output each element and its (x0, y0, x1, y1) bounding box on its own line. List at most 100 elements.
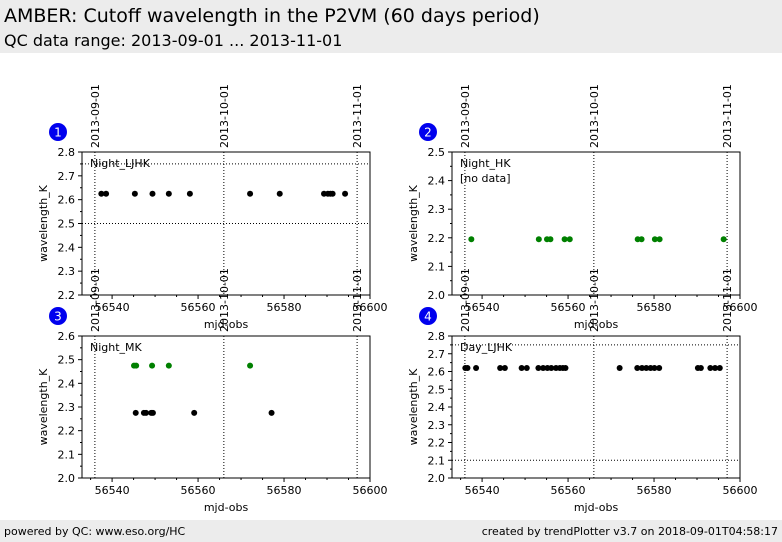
panel-number-label: 1 (54, 126, 62, 140)
y-tick-label: 2.1 (58, 448, 76, 461)
plot-frame (451, 335, 741, 479)
x-tick-label: 56560 (181, 484, 216, 497)
panel-number-badge (419, 123, 437, 141)
data-point (616, 364, 623, 371)
data-point (132, 409, 139, 416)
data-point (651, 236, 658, 243)
y-tick-label: 2.1 (428, 260, 446, 273)
data-point (540, 364, 547, 371)
series-label: Day_LJHK (460, 341, 513, 354)
data-point (473, 364, 480, 371)
footer-created-by: created by trendPlotter v3.7 on 2018-09-… (481, 525, 778, 538)
x-axis-label: mjd-obs (574, 318, 619, 331)
y-tick-label: 2.0 (428, 472, 446, 485)
chart-panel-3: 2013-09-01 2013-10-01 2013-11-01 56540 56560… (37, 268, 388, 514)
data-point (149, 362, 156, 369)
data-point (268, 409, 275, 416)
data-point (131, 190, 138, 197)
date-marker-label: 2013-11-01 (721, 268, 734, 332)
y-tick-label: 2.0 (58, 472, 76, 485)
y-tick-label: 2.2 (58, 425, 76, 438)
data-point (468, 236, 475, 243)
page-subtitle: QC data range: 2013-09-01 ... 2013-11-01 (4, 31, 343, 50)
data-point (697, 364, 704, 371)
date-marker-label: 2013-11-01 (351, 268, 364, 332)
data-point (133, 362, 140, 369)
data-point (561, 236, 568, 243)
x-tick-label: 56580 (637, 484, 672, 497)
data-point (497, 364, 504, 371)
y-tick-label: 2.2 (428, 437, 446, 450)
y-tick-label: 2.5 (428, 146, 446, 159)
x-tick-label: 56540 (95, 484, 130, 497)
data-point (247, 362, 254, 369)
y-tick-label: 2.4 (58, 241, 76, 254)
data-point (464, 364, 471, 371)
series-label: Night_HK (460, 157, 511, 170)
y-tick-label: 2.5 (58, 354, 76, 367)
data-point (707, 364, 714, 371)
x-tick-label: 56600 (723, 484, 758, 497)
data-point (342, 190, 349, 197)
y-tick-label: 2.7 (58, 170, 76, 183)
y-tick-label: 2.6 (58, 194, 76, 207)
data-point (638, 236, 645, 243)
data-point (247, 190, 254, 197)
y-tick-label: 2.3 (58, 401, 76, 414)
data-point (523, 364, 530, 371)
series-label: Night_LJHK (90, 157, 151, 170)
data-point (191, 409, 198, 416)
y-tick-label: 2.5 (428, 383, 446, 396)
data-point (656, 364, 663, 371)
data-point (634, 364, 641, 371)
x-tick-label: 56600 (353, 301, 388, 314)
date-marker-label: 2013-10-01 (218, 268, 231, 332)
data-point (656, 236, 663, 243)
data-point (103, 190, 110, 197)
y-tick-label: 2.2 (58, 289, 76, 302)
data-point (276, 190, 283, 197)
date-marker-label: 2013-11-01 (721, 84, 734, 148)
date-marker-label: 2013-10-01 (218, 84, 231, 148)
plot-frame (81, 335, 371, 479)
x-tick-label: 56560 (551, 484, 586, 497)
data-point (651, 364, 658, 371)
data-point (566, 236, 573, 243)
x-tick-label: 56540 (465, 301, 500, 314)
y-tick-label: 2.6 (58, 330, 76, 343)
data-point (165, 362, 172, 369)
x-tick-label: 56560 (551, 301, 586, 314)
y-tick-label: 2.4 (58, 377, 76, 390)
chart-panel-1: 2013-09-01 2013-10-01 2013-11-01 56540 56560… (37, 84, 388, 331)
data-point (518, 364, 525, 371)
x-tick-label: 56600 (723, 301, 758, 314)
x-tick-label: 56580 (267, 301, 302, 314)
y-tick-label: 2.0 (428, 289, 446, 302)
y-tick-label: 2.4 (428, 175, 446, 188)
data-point (562, 364, 569, 371)
data-point (638, 364, 645, 371)
panel-number-label: 3 (54, 310, 62, 324)
y-axis-label: wavelength_K (37, 184, 50, 262)
y-tick-label: 2.8 (428, 330, 446, 343)
panel-number-badge (419, 307, 437, 325)
date-marker-label: 2013-09-01 (89, 84, 102, 148)
y-tick-label: 2.3 (428, 419, 446, 432)
panel-number-label: 4 (424, 310, 432, 324)
data-point (165, 190, 172, 197)
y-axis-label: wavelength_K (407, 184, 420, 262)
data-point (716, 364, 723, 371)
chart-panel-2: 2013-09-01 2013-10-01 2013-11-01 56540 56560… (407, 84, 758, 331)
date-marker-label: 2013-09-01 (459, 84, 472, 148)
data-point (149, 409, 156, 416)
y-tick-label: 2.3 (428, 203, 446, 216)
y-tick-label: 2.2 (428, 232, 446, 245)
footer-bar: powered by QC: www.eso.org/HC created by… (0, 520, 782, 542)
series-label: Night_MK (90, 341, 143, 354)
data-point (186, 190, 193, 197)
data-point (548, 364, 555, 371)
panel-number-badge (49, 123, 67, 141)
x-tick-label: 56540 (465, 484, 500, 497)
y-tick-label: 2.1 (428, 454, 446, 467)
